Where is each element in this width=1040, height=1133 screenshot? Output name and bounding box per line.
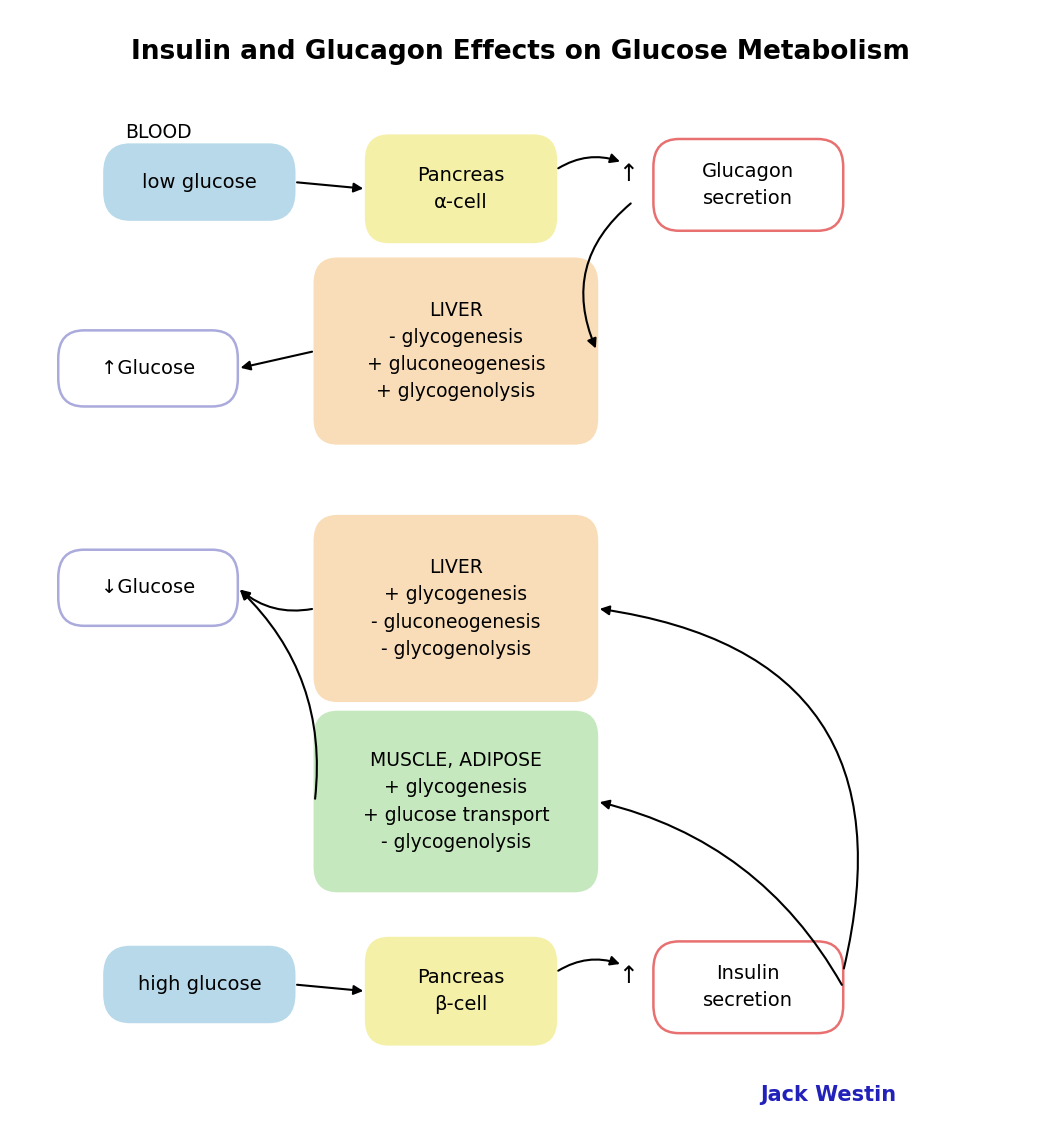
FancyBboxPatch shape	[653, 139, 843, 231]
Text: ↑: ↑	[618, 964, 638, 988]
Text: low glucose: low glucose	[142, 172, 257, 191]
Text: Insulin and Glucagon Effects on Glucose Metabolism: Insulin and Glucagon Effects on Glucose …	[131, 39, 909, 65]
Text: Pancreas
β-cell: Pancreas β-cell	[417, 968, 504, 1014]
Text: BLOOD: BLOOD	[125, 122, 191, 142]
FancyBboxPatch shape	[58, 550, 238, 625]
Text: ↑: ↑	[618, 162, 638, 186]
FancyBboxPatch shape	[366, 136, 556, 242]
FancyBboxPatch shape	[315, 258, 597, 443]
FancyBboxPatch shape	[104, 947, 294, 1022]
Text: Glucagon
secretion: Glucagon secretion	[702, 162, 795, 208]
FancyBboxPatch shape	[653, 942, 843, 1033]
FancyBboxPatch shape	[104, 145, 294, 220]
Text: MUSCLE, ADIPOSE
+ glycogenesis
+ glucose transport
- glycogenolysis: MUSCLE, ADIPOSE + glycogenesis + glucose…	[363, 751, 549, 852]
Text: LIVER
- glycogenesis
+ gluconeogenesis
+ glycogenolysis: LIVER - glycogenesis + gluconeogenesis +…	[366, 300, 545, 401]
Text: ↓Glucose: ↓Glucose	[101, 578, 196, 597]
Text: ↑Glucose: ↑Glucose	[101, 359, 196, 378]
Text: LIVER
+ glycogenesis
- gluconeogenesis
- glycogenolysis: LIVER + glycogenesis - gluconeogenesis -…	[371, 559, 541, 659]
FancyBboxPatch shape	[58, 331, 238, 407]
FancyBboxPatch shape	[315, 712, 597, 891]
Text: Insulin
secretion: Insulin secretion	[703, 964, 794, 1011]
FancyBboxPatch shape	[315, 517, 597, 701]
Text: Jack Westin: Jack Westin	[760, 1084, 895, 1105]
Text: Pancreas
α-cell: Pancreas α-cell	[417, 165, 504, 212]
FancyBboxPatch shape	[366, 938, 556, 1045]
Text: high glucose: high glucose	[137, 976, 261, 994]
